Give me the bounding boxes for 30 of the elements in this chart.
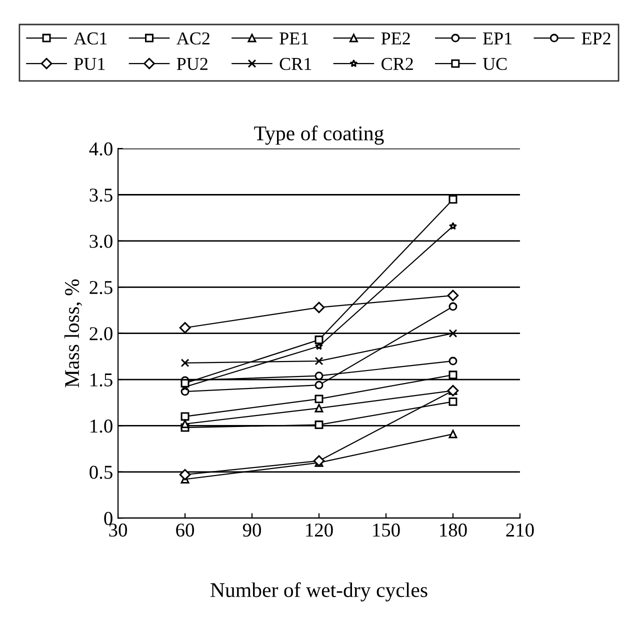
x-tick-label: 150 bbox=[373, 524, 400, 537]
legend-label: EP2 bbox=[582, 32, 610, 44]
y-tick-label: 3.5 bbox=[90, 188, 112, 202]
x-tick-label: 120 bbox=[306, 524, 333, 537]
y-tick-label: 3.0 bbox=[90, 234, 112, 248]
legend-label: PU1 bbox=[74, 58, 105, 70]
x-axis-title: Number of wet-dry cycles bbox=[210, 582, 428, 602]
legend-label: PE1 bbox=[280, 32, 308, 44]
y-tick-label: 0 bbox=[104, 512, 112, 526]
x-tick-label: 210 bbox=[506, 524, 534, 537]
y-tick-label: 1.0 bbox=[90, 420, 112, 433]
y-tick-label: 0.5 bbox=[90, 466, 112, 479]
x-tick-label: 60 bbox=[176, 524, 194, 537]
x-tick-label: 30 bbox=[109, 524, 128, 537]
legend-label: AC1 bbox=[74, 32, 107, 45]
legend-label: CR1 bbox=[280, 58, 312, 70]
legend-label: PU2 bbox=[176, 58, 208, 70]
legend-label: EP1 bbox=[483, 32, 512, 44]
legend-label: PE2 bbox=[381, 32, 410, 44]
y-tick-label: 2.0 bbox=[90, 327, 112, 340]
legend-label: AC2 bbox=[176, 32, 210, 45]
y-tick-label: 4.0 bbox=[89, 142, 112, 156]
legend-label: CR2 bbox=[382, 58, 413, 70]
y-axis-title: Mass loss, % bbox=[64, 279, 82, 388]
x-tick-label: 90 bbox=[242, 524, 261, 537]
y-tick-label: 1.5 bbox=[90, 373, 112, 387]
x-tick-label: 180 bbox=[440, 524, 467, 537]
legend-label: UC bbox=[482, 58, 507, 70]
chart-title: Type of coating bbox=[254, 126, 384, 145]
y-tick-label: 2.5 bbox=[90, 281, 112, 294]
